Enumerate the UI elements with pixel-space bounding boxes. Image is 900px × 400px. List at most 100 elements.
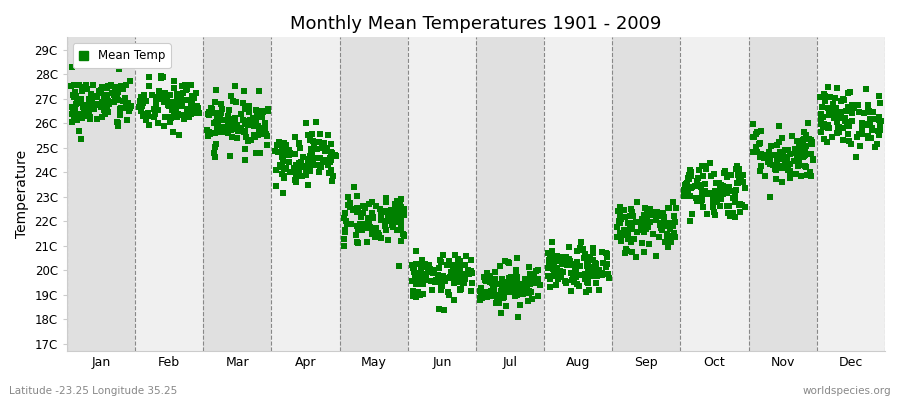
Point	[580, 279, 595, 286]
Point	[277, 148, 292, 155]
Point	[846, 102, 860, 108]
Point	[694, 182, 708, 188]
Point	[836, 125, 850, 131]
Point	[523, 276, 537, 282]
Point	[507, 286, 521, 293]
Point	[230, 122, 244, 128]
Point	[681, 175, 696, 181]
Point	[798, 163, 813, 170]
Point	[390, 227, 404, 233]
Point	[313, 164, 328, 170]
Point	[572, 272, 587, 278]
Point	[291, 162, 305, 168]
Point	[860, 106, 875, 112]
Point	[505, 275, 519, 281]
Point	[393, 204, 408, 210]
Point	[763, 194, 778, 200]
Point	[304, 156, 319, 162]
Point	[871, 128, 886, 135]
Point	[312, 139, 327, 145]
Point	[648, 209, 662, 216]
Point	[708, 189, 723, 196]
Point	[230, 135, 244, 142]
Point	[167, 104, 182, 111]
Point	[210, 128, 224, 135]
Point	[102, 101, 116, 107]
Point	[407, 269, 421, 276]
Point	[350, 193, 365, 200]
Point	[487, 290, 501, 296]
Point	[799, 142, 814, 149]
Point	[723, 202, 737, 209]
Point	[94, 90, 108, 96]
Point	[780, 166, 795, 173]
Point	[802, 136, 816, 143]
Point	[652, 234, 666, 240]
Point	[796, 129, 811, 135]
Point	[714, 192, 728, 198]
Point	[160, 94, 175, 100]
Point	[95, 84, 110, 90]
Point	[566, 279, 580, 286]
Point	[214, 110, 229, 116]
Point	[842, 104, 856, 111]
Point	[614, 216, 628, 222]
Point	[872, 117, 886, 123]
Point	[446, 280, 461, 286]
Point	[641, 224, 655, 231]
Point	[457, 272, 472, 278]
Point	[667, 212, 681, 219]
Point	[757, 155, 771, 162]
Point	[779, 154, 794, 160]
Point	[163, 91, 177, 98]
Point	[338, 228, 353, 235]
Point	[313, 131, 328, 137]
Point	[806, 156, 821, 163]
Point	[495, 276, 509, 282]
Point	[320, 157, 334, 163]
Point	[873, 100, 887, 107]
Point	[558, 280, 572, 286]
Point	[301, 162, 315, 168]
Point	[240, 138, 255, 144]
Point	[148, 110, 162, 117]
Point	[364, 209, 379, 216]
Point	[680, 180, 694, 186]
Point	[432, 265, 446, 271]
Point	[298, 162, 312, 169]
Point	[340, 194, 355, 200]
Point	[612, 219, 626, 225]
Point	[655, 220, 670, 226]
Point	[706, 194, 720, 201]
Point	[840, 119, 854, 125]
Point	[592, 286, 607, 293]
Point	[133, 102, 148, 109]
Point	[573, 263, 588, 269]
Point	[306, 162, 320, 168]
Point	[379, 227, 393, 233]
Point	[843, 140, 858, 147]
Point	[85, 98, 99, 104]
Point	[104, 82, 118, 88]
Point	[386, 224, 400, 230]
Point	[626, 213, 640, 219]
Point	[449, 270, 464, 277]
Point	[814, 120, 829, 127]
Point	[520, 286, 535, 292]
Point	[166, 99, 181, 105]
Point	[133, 102, 148, 108]
Point	[139, 97, 153, 104]
Point	[147, 106, 161, 112]
Point	[237, 129, 251, 135]
Point	[244, 136, 258, 143]
Point	[201, 133, 215, 140]
Point	[180, 86, 194, 92]
Point	[341, 202, 356, 209]
Point	[259, 142, 274, 148]
Point	[638, 224, 652, 230]
Point	[580, 278, 594, 285]
Point	[826, 101, 841, 107]
Point	[453, 266, 467, 273]
Point	[788, 146, 802, 152]
Point	[663, 220, 678, 226]
